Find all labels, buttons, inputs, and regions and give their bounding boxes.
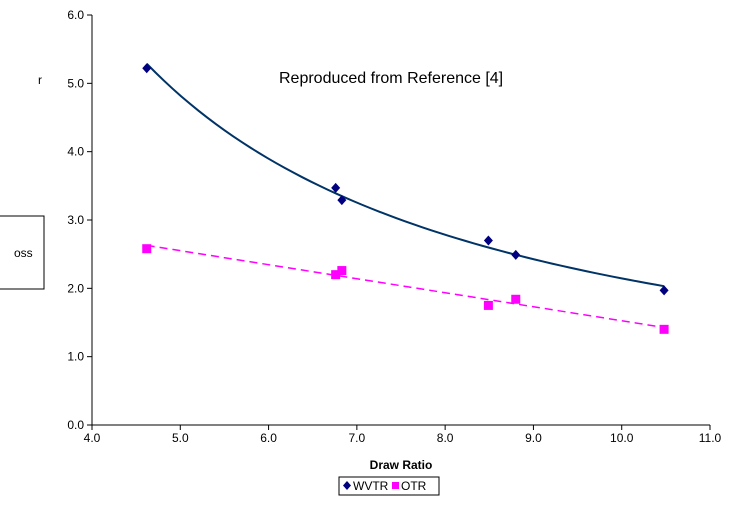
x-tick-label: 11.0 xyxy=(699,431,722,445)
x-tick-label: 5.0 xyxy=(172,431,189,445)
point-otr xyxy=(483,300,493,310)
plot-area: 0.0 1.0 2.0 3.0 4.0 5.0 6.0 4.0 5.0 6.0 7.0 8.0 9.0… xyxy=(67,8,721,445)
x-ticks: 4.0 5.0 6.0 7.0 8.0 9.0 10.0 11.0 xyxy=(84,425,722,445)
point-otr xyxy=(331,270,341,280)
point-otr xyxy=(659,324,669,334)
trendline-otr xyxy=(146,244,665,329)
point-wvtr xyxy=(511,249,521,260)
point-otr xyxy=(337,266,347,276)
point-wvtr xyxy=(142,63,152,74)
point-otr xyxy=(142,244,152,254)
trendlines xyxy=(146,62,665,329)
y-tick-label: 5.0 xyxy=(67,76,84,90)
point-otr xyxy=(511,294,521,304)
clipped-text-box xyxy=(0,215,45,290)
x-tick-label: 10.0 xyxy=(610,431,634,445)
x-tick-label: 6.0 xyxy=(260,431,277,445)
x-tick-label: 8.0 xyxy=(437,431,454,445)
point-wvtr xyxy=(483,235,493,246)
y-tick-label: 0.0 xyxy=(67,418,84,432)
y-tick-label: 2.0 xyxy=(67,281,84,295)
annotation-text: Reproduced from Reference [4] xyxy=(279,70,503,87)
x-tick-label: 7.0 xyxy=(349,431,366,445)
x-axis-title: Draw Ratio xyxy=(370,458,433,472)
legend-otr-marker xyxy=(392,482,399,489)
legend-otr-label: OTR xyxy=(401,479,427,493)
point-wvtr xyxy=(337,195,347,206)
point-wvtr xyxy=(659,285,669,296)
data-points xyxy=(142,63,669,334)
x-tick-label: 9.0 xyxy=(525,431,542,445)
legend-wvtr-label: WVTR xyxy=(353,479,389,493)
legend-box xyxy=(338,476,440,496)
point-wvtr xyxy=(331,182,341,193)
y-tick-label: 6.0 xyxy=(67,8,84,22)
legend: WVTR OTR xyxy=(338,476,440,496)
legend-wvtr-marker xyxy=(343,481,351,490)
y-tick-label: 1.0 xyxy=(67,350,84,364)
y-axis-title-fragment: r xyxy=(38,73,42,87)
y-tick-label: 3.0 xyxy=(67,213,84,227)
x-tick-label: 4.0 xyxy=(84,431,101,445)
y-ticks: 0.0 1.0 2.0 3.0 4.0 5.0 6.0 xyxy=(67,8,92,432)
trendline-wvtr xyxy=(146,62,665,288)
clipped-box-text: oss xyxy=(14,246,33,260)
y-tick-label: 4.0 xyxy=(67,145,84,159)
